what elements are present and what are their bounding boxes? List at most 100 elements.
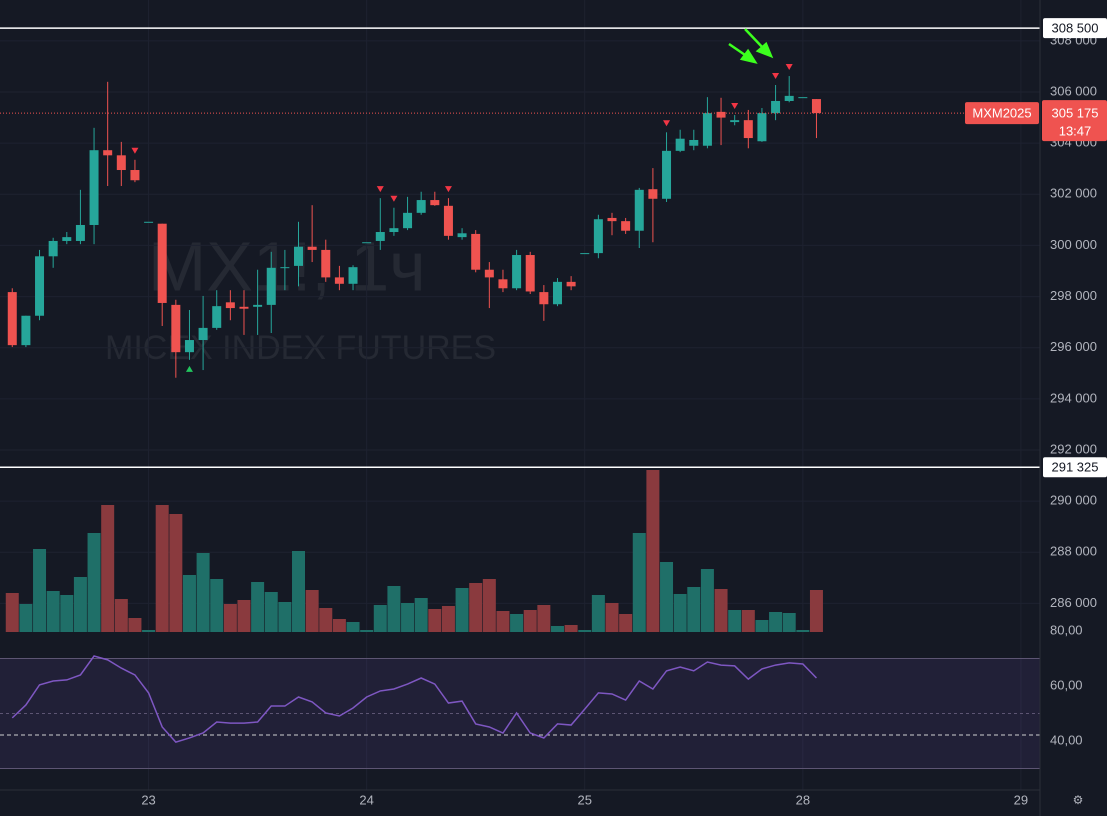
candle-body: [321, 249, 331, 278]
volume-bar: [714, 589, 728, 632]
volume-bar: [455, 588, 469, 632]
candle-body: [471, 233, 481, 270]
y-tick-label: 300 000: [1050, 237, 1097, 252]
candle-body: [702, 113, 712, 146]
sell-signal: [663, 120, 671, 127]
settings-icon[interactable]: ⚙: [1073, 793, 1084, 807]
sell-signal: [390, 195, 398, 202]
x-tick-label: 29: [1014, 792, 1028, 807]
candle-body: [484, 269, 494, 278]
candle-body: [280, 267, 290, 269]
volume-bar: [373, 605, 387, 632]
candle-body: [157, 223, 167, 303]
volume-bar: [401, 603, 415, 632]
y-tick-label: 302 000: [1050, 186, 1097, 201]
y-tick-label: 292 000: [1050, 441, 1097, 456]
volume-bar: [796, 630, 810, 632]
y-tick-label: 294 000: [1050, 390, 1097, 405]
candle-body: [130, 170, 140, 181]
volume-bar: [673, 594, 687, 632]
volume-bar: [550, 626, 564, 632]
candle-body: [294, 246, 304, 266]
volume-bar: [305, 590, 319, 632]
candle-body: [498, 279, 508, 289]
candle-body: [348, 267, 358, 284]
candle-body: [7, 292, 17, 346]
volume-bar: [387, 586, 401, 632]
volume-bar: [510, 614, 524, 632]
volume-bar: [700, 569, 714, 632]
volume-bar: [769, 612, 783, 632]
volume-bar: [223, 604, 237, 632]
candle-body: [389, 228, 399, 233]
candle-body: [89, 150, 99, 225]
x-tick-label: 23: [141, 792, 155, 807]
arrow-head: [739, 48, 758, 64]
sell-signal: [731, 103, 739, 110]
volume-bar: [755, 620, 769, 632]
candle-body: [307, 246, 317, 250]
candle-body: [266, 267, 276, 305]
volume-bar: [251, 582, 265, 632]
candle-body: [144, 221, 154, 223]
sell-signal: [131, 147, 139, 154]
candle-body: [730, 120, 740, 123]
y-tick-label: 290 000: [1050, 493, 1097, 508]
volume-bar: [87, 533, 101, 632]
volume-bar: [360, 630, 374, 632]
candle-body: [198, 327, 208, 341]
sell-signal: [444, 186, 452, 193]
volume-bar: [809, 590, 823, 632]
symbol-label: MXM2025: [972, 106, 1031, 121]
candle-body: [757, 113, 767, 142]
candle-body: [334, 277, 344, 284]
candle-body: [512, 255, 522, 289]
volume-bar: [73, 577, 87, 632]
candle-body: [116, 155, 126, 171]
symbol-tag: [965, 102, 1039, 125]
candle-body: [416, 200, 426, 213]
candle-body: [621, 221, 631, 231]
candle-body: [239, 306, 249, 309]
volume-bar: [632, 533, 646, 632]
candle-body: [171, 304, 181, 353]
candle-body: [539, 292, 549, 305]
candle-body: [253, 304, 263, 307]
rsi-tick-label: 60,00: [1050, 677, 1083, 692]
volume-bar: [414, 598, 428, 632]
candle-body: [225, 302, 235, 309]
rsi-tick-label: 80,00: [1050, 622, 1083, 637]
arrow-head: [755, 41, 774, 59]
volume-bar: [537, 605, 551, 632]
volume-bar: [605, 603, 619, 632]
volume-bar: [60, 595, 74, 632]
volume-bar: [278, 602, 292, 632]
volume-bar: [46, 591, 60, 632]
volume-bar: [646, 470, 660, 632]
price-tag: [1043, 457, 1107, 478]
y-tick-label: 296 000: [1050, 339, 1097, 354]
countdown-label: 13:47: [1059, 124, 1092, 139]
volume-bar: [523, 610, 537, 632]
price-tag-label: 291 325: [1052, 460, 1099, 475]
candle-body: [21, 315, 31, 346]
candle-body: [430, 200, 440, 206]
volume-bar: [578, 630, 592, 632]
candle-body: [403, 212, 413, 229]
candle-body: [525, 255, 535, 292]
volume-bar: [292, 551, 306, 632]
volume-bar: [482, 579, 496, 632]
volume-bar: [237, 600, 251, 632]
candle-body: [212, 306, 222, 328]
volume-bar: [182, 575, 196, 632]
candle-body: [566, 281, 576, 287]
price-tag: [1043, 18, 1107, 39]
volume-bar: [782, 613, 796, 632]
candle-body: [552, 281, 562, 305]
arrow: [744, 28, 765, 50]
candle-body: [48, 240, 58, 257]
candle-body: [675, 138, 685, 151]
volume-bar: [169, 514, 183, 632]
